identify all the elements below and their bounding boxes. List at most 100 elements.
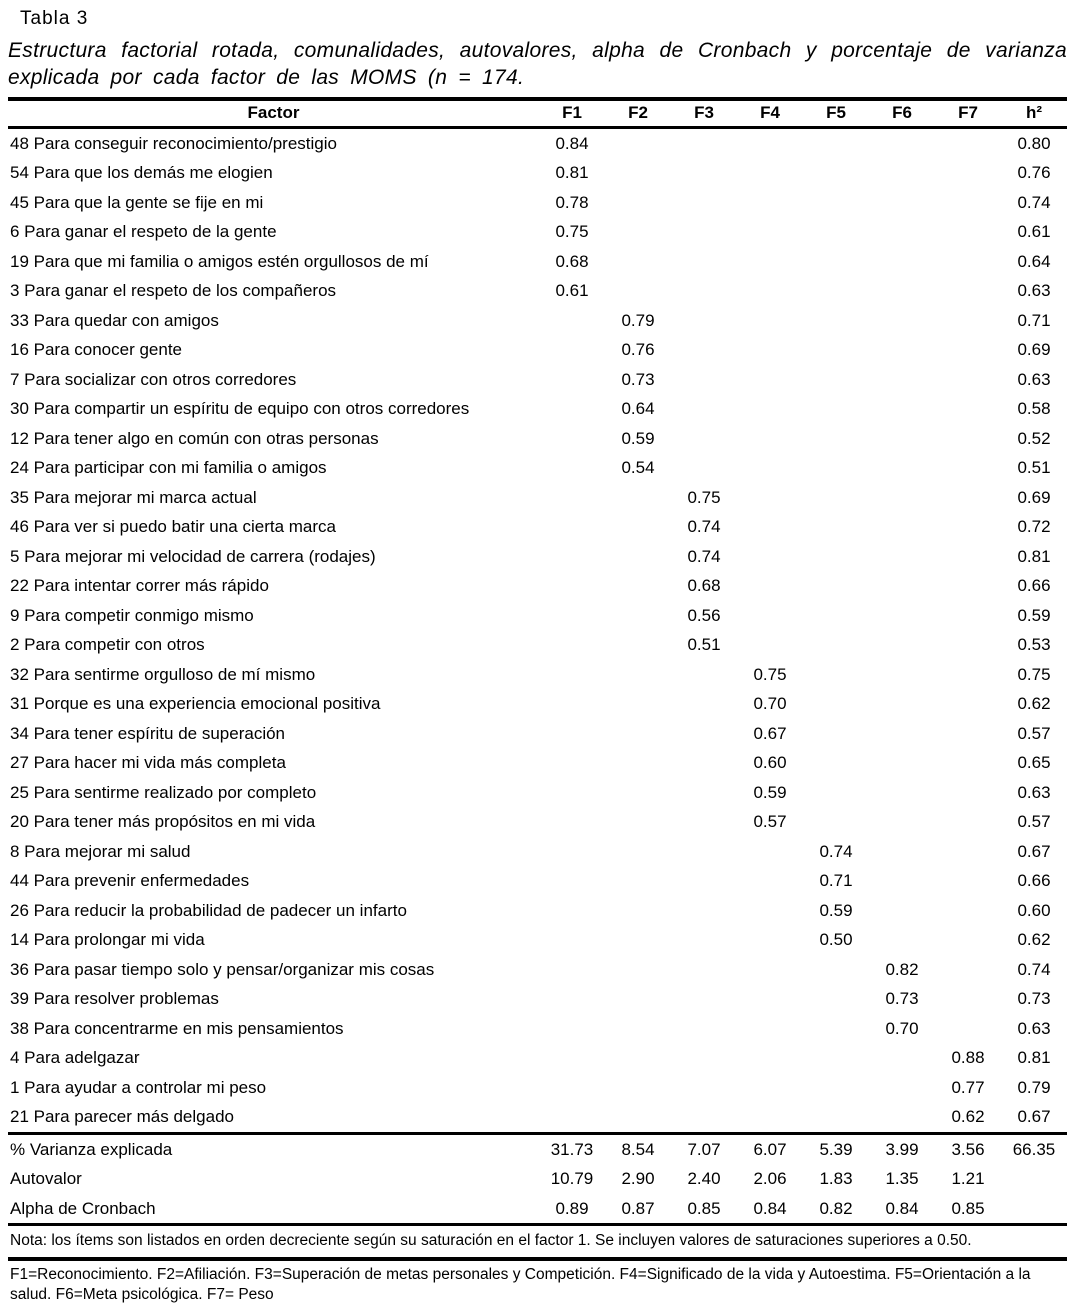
cell-value — [935, 1014, 1001, 1044]
cell-value — [605, 955, 671, 985]
cell-value — [539, 896, 605, 926]
cell-value: 0.76 — [621, 340, 655, 360]
cell-value — [671, 276, 737, 306]
cell-value: 0.62 — [951, 1107, 985, 1127]
item-row: 30 Para compartir un espíritu de equipo … — [8, 394, 1067, 424]
cell-value — [869, 837, 935, 867]
cell-value — [539, 719, 605, 749]
cell-value — [737, 453, 803, 483]
cell-value: 0.58 — [1017, 399, 1051, 419]
item-row: 9 Para competir conmigo mismo 0.56 0.59 — [8, 601, 1067, 631]
cell-value — [803, 247, 869, 277]
cell-value — [869, 1073, 935, 1103]
cell-value — [935, 807, 1001, 837]
cell-value — [935, 276, 1001, 306]
cell-value — [671, 424, 737, 454]
cell-value — [539, 630, 605, 660]
table-header-row: Factor F1 F2 F3 F4 F5 F6 F7 h² — [8, 98, 1067, 128]
cell-value — [539, 601, 605, 631]
cell-value — [605, 217, 671, 247]
cell-value: 0.59 — [1017, 605, 1051, 625]
item-row: 48 Para conseguir reconocimiento/prestig… — [8, 127, 1067, 158]
cell-value — [803, 306, 869, 336]
cell-value: 0.60 — [1017, 900, 1051, 920]
cell-value — [671, 1014, 737, 1044]
cell-value: 0.75 — [555, 222, 589, 242]
cell-value: 7.07 — [687, 1139, 721, 1159]
cell-value — [671, 127, 737, 158]
item-row: 7 Para socializar con otros corredores 0.… — [8, 365, 1067, 395]
cell-value — [869, 424, 935, 454]
row-label: 27 Para hacer mi vida más completa — [10, 753, 286, 773]
cell-value: 0.80 — [1017, 133, 1051, 153]
cell-value — [935, 955, 1001, 985]
cell-value: 3.56 — [951, 1139, 985, 1159]
row-label: 4 Para adelgazar — [10, 1048, 140, 1068]
cell-value — [671, 837, 737, 867]
cell-value — [671, 188, 737, 218]
cell-value: 0.68 — [687, 576, 721, 596]
cell-value — [671, 866, 737, 896]
row-label: 8 Para mejorar mi salud — [10, 841, 191, 861]
row-label: 34 Para tener espíritu de superación — [10, 723, 286, 743]
cell-value: 0.73 — [885, 989, 919, 1009]
table-head: Factor F1 F2 F3 F4 F5 F6 F7 h² — [8, 98, 1067, 128]
item-row: 8 Para mejorar mi salud 0.74 0.67 — [8, 837, 1067, 867]
column-header: F1 — [562, 102, 582, 122]
item-row: 36 Para pasar tiempo solo y pensar/organ… — [8, 955, 1067, 985]
cell-value — [539, 984, 605, 1014]
item-row: 1 Para ayudar a controlar mi peso 0.77 0.7… — [8, 1073, 1067, 1103]
cell-value — [737, 984, 803, 1014]
row-label: 1 Para ayudar a controlar mi peso — [10, 1077, 267, 1097]
cell-value — [803, 276, 869, 306]
cell-value — [869, 630, 935, 660]
cell-value: 0.89 — [555, 1198, 589, 1218]
cell-value: 0.73 — [621, 369, 655, 389]
cell-value: 0.68 — [555, 251, 589, 271]
item-row: 32 Para sentirme orgulloso de mí mismo 0.… — [8, 660, 1067, 690]
cell-value — [803, 365, 869, 395]
cell-value: 0.59 — [819, 900, 853, 920]
cell-value — [737, 158, 803, 188]
cell-value — [935, 127, 1001, 158]
row-label: 36 Para pasar tiempo solo y pensar/organ… — [10, 959, 435, 979]
cell-value — [539, 571, 605, 601]
cell-value — [935, 925, 1001, 955]
cell-value: 0.51 — [687, 635, 721, 655]
cell-value — [869, 689, 935, 719]
cell-value: 0.56 — [687, 605, 721, 625]
row-label: 21 Para parecer más delgado — [10, 1107, 234, 1127]
cell-value: 0.70 — [753, 694, 787, 714]
cell-value — [935, 896, 1001, 926]
cell-value — [539, 1073, 605, 1103]
row-label: 31 Porque es una experiencia emocional p… — [10, 694, 381, 714]
cell-value: 0.74 — [687, 517, 721, 537]
cell-value: 3.99 — [885, 1139, 919, 1159]
cell-value — [737, 424, 803, 454]
cell-value — [671, 1102, 737, 1133]
cell-value — [869, 512, 935, 542]
cell-value — [737, 335, 803, 365]
row-label: % Varianza explicada — [10, 1139, 173, 1159]
cell-value: 1.21 — [951, 1169, 985, 1189]
cell-value — [803, 601, 869, 631]
cell-value: 0.84 — [885, 1198, 919, 1218]
cell-value — [737, 925, 803, 955]
row-label: 35 Para mejorar mi marca actual — [10, 487, 257, 507]
row-label: 12 Para tener algo en común con otras pe… — [10, 428, 379, 448]
cell-value — [869, 748, 935, 778]
row-label: 45 Para que la gente se fije en mi — [10, 192, 264, 212]
item-row: 25 Para sentirme realizado por completo 0… — [8, 778, 1067, 808]
cell-value — [869, 306, 935, 336]
cell-value: 0.50 — [819, 930, 853, 950]
cell-value: 0.87 — [621, 1198, 655, 1218]
row-label: 20 Para tener más propósitos en mi vida — [10, 812, 316, 832]
cell-value — [539, 1014, 605, 1044]
cell-value — [935, 512, 1001, 542]
row-label: 7 Para socializar con otros corredores — [10, 369, 297, 389]
table-caption: Estructura factorial rotada, comunalidad… — [8, 39, 1067, 89]
cell-value — [935, 483, 1001, 513]
cell-value — [935, 630, 1001, 660]
cell-value — [935, 837, 1001, 867]
item-row: 34 Para tener espíritu de superación 0.67… — [8, 719, 1067, 749]
